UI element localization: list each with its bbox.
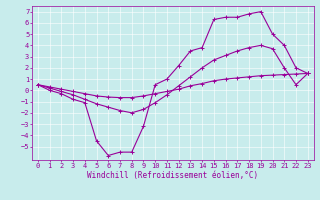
X-axis label: Windchill (Refroidissement éolien,°C): Windchill (Refroidissement éolien,°C)	[87, 171, 258, 180]
